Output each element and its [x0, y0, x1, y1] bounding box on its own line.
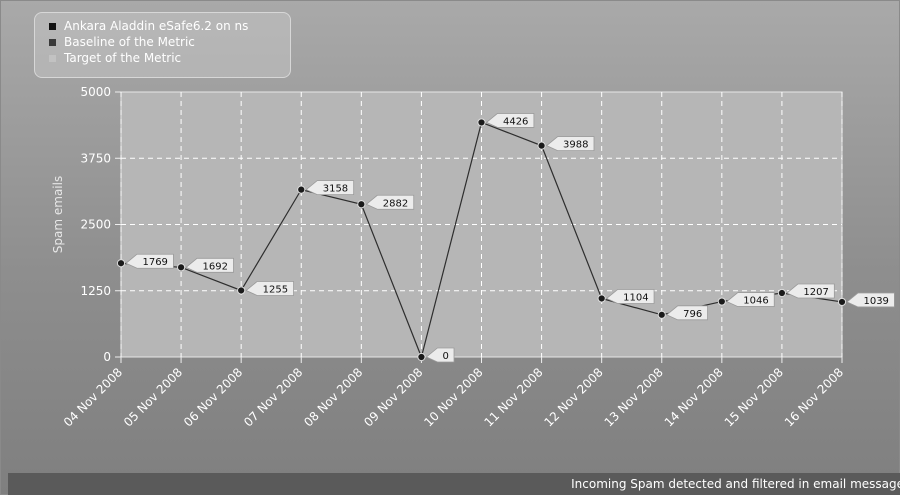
legend-entry: Target of the Metric: [49, 50, 290, 66]
data-point: [597, 294, 606, 303]
y-tick-label: 3750: [80, 151, 111, 165]
data-label-text: 3158: [323, 184, 348, 195]
y-tick-label: 1250: [80, 284, 111, 298]
data-point: [837, 297, 847, 307]
data-label: 1769: [125, 253, 174, 269]
x-tick-label: 12 Nov 2008: [542, 365, 606, 429]
x-tick-label: 06 Nov 2008: [181, 365, 245, 429]
data-point: [657, 310, 666, 319]
data-point: [357, 200, 366, 209]
data-label: 1255: [245, 281, 294, 296]
x-tick-label: 15 Nov 2008: [722, 365, 786, 429]
y-tick-label: 0: [103, 350, 111, 364]
data-label-box: [365, 194, 415, 210]
data-label: 1039: [846, 292, 895, 308]
data-label-box: [786, 283, 835, 299]
data-label: 3988: [545, 136, 595, 152]
data-label-text: 1104: [623, 292, 648, 303]
data-label-box: [545, 136, 595, 152]
data-point: [176, 263, 186, 272]
data-label-text: 1692: [203, 261, 228, 272]
x-tick-label: 04 Nov 2008: [61, 365, 125, 429]
data-label-text: 1039: [863, 296, 888, 307]
y-tick-label: 2500: [80, 218, 111, 232]
data-label-box: [846, 292, 895, 308]
data-label: 1046: [726, 292, 775, 307]
legend-entry: Ankara Aladdin eSafe6.2 on ns: [49, 18, 290, 34]
data-label-text: 2882: [383, 198, 408, 209]
data-point: [417, 352, 426, 362]
data-label-text: 796: [683, 309, 702, 320]
data-label: 1104: [605, 289, 655, 304]
data-point: [477, 118, 486, 127]
data-label: 1207: [786, 283, 835, 299]
legend-swatch: [49, 22, 56, 30]
data-label-text: 0: [443, 351, 449, 362]
data-point: [116, 259, 126, 268]
data-point: [237, 286, 246, 295]
data-label: 1692: [185, 257, 234, 273]
data-label-box: [125, 253, 174, 269]
data-label-box: [605, 289, 655, 304]
data-label-box: [245, 281, 294, 296]
data-label-box: [425, 347, 455, 363]
data-label-box: [185, 257, 234, 273]
x-tick-label: 14 Nov 2008: [662, 365, 726, 429]
data-label-box: [726, 292, 775, 307]
x-tick-label: 10 Nov 2008: [421, 365, 485, 429]
data-point: [537, 141, 546, 150]
data-label-box: [665, 305, 708, 321]
data-label: 3158: [305, 180, 355, 196]
legend-entry: Baseline of the Metric: [49, 34, 290, 50]
footer-bar: Incoming Spam detected and filtered in e…: [8, 473, 900, 495]
y-axis-title: Spam emails: [51, 176, 65, 253]
data-label: 796: [665, 305, 708, 321]
data-label-text: 4426: [503, 116, 528, 127]
data-label: 0: [425, 347, 455, 363]
chart-caption: Incoming Spam detected and filtered in e…: [571, 477, 900, 491]
legend-label: Target of the Metric: [64, 51, 182, 65]
data-label-text: 1769: [142, 257, 167, 268]
x-tick-label: 16 Nov 2008: [782, 365, 846, 429]
x-tick-label: 11 Nov 2008: [481, 365, 545, 429]
data-label-box: [485, 113, 535, 128]
data-label: 2882: [365, 194, 415, 210]
x-tick-label: 07 Nov 2008: [241, 365, 305, 429]
x-tick-label: 05 Nov 2008: [121, 365, 185, 429]
data-label-text: 3988: [563, 140, 588, 151]
data-point: [777, 288, 787, 298]
data-label: 4426: [485, 113, 535, 128]
data-label-box: [305, 180, 355, 196]
data-label-text: 1046: [743, 296, 768, 307]
x-tick-label: 09 Nov 2008: [361, 365, 425, 429]
y-tick-label: 5000: [80, 85, 111, 99]
legend-label: Baseline of the Metric: [64, 35, 195, 49]
x-tick-label: 13 Nov 2008: [602, 365, 666, 429]
legend-swatch: [49, 54, 56, 62]
legend-swatch: [49, 38, 56, 46]
legend-label: Ankara Aladdin eSafe6.2 on ns: [64, 19, 249, 33]
legend: Ankara Aladdin eSafe6.2 on ns Baseline o…: [34, 12, 291, 78]
data-label-text: 1255: [263, 284, 288, 295]
data-point: [717, 297, 726, 306]
data-label-text: 1207: [803, 287, 828, 298]
data-point: [297, 185, 306, 194]
x-tick-label: 08 Nov 2008: [301, 365, 365, 429]
